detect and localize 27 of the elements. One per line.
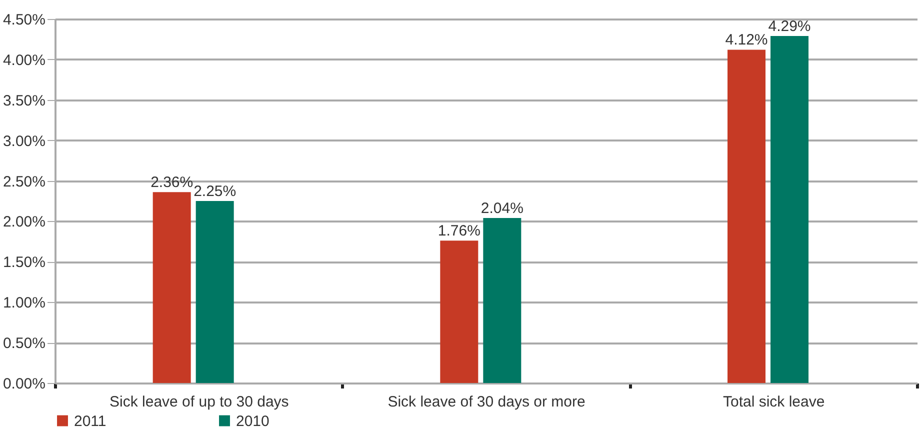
bar xyxy=(440,240,478,383)
data-label: 1.76% xyxy=(438,222,480,240)
x-tick-label: Total sick leave xyxy=(722,394,825,410)
y-tick-label: 3.00% xyxy=(2,132,46,150)
y-tick-label: 4.00% xyxy=(2,52,46,69)
y-tick-label: 2.00% xyxy=(2,214,46,231)
y-tick-label: 3.50% xyxy=(2,92,46,110)
data-label: 4.29% xyxy=(768,18,811,35)
bar xyxy=(483,218,522,383)
y-tick-label: 0.00% xyxy=(2,376,46,392)
data-label: 2.04% xyxy=(480,200,524,217)
legend-label: 2010 xyxy=(236,412,270,430)
legend-label: 2011 xyxy=(74,412,106,430)
x-tick-label: Sick leave of up to 30 days xyxy=(110,394,289,410)
bar xyxy=(152,192,191,383)
bar xyxy=(728,50,766,383)
x-tick-label: Sick leave of 30 days or more xyxy=(388,394,586,410)
bar xyxy=(770,36,808,383)
y-tick-label: 1.50% xyxy=(2,254,46,272)
bar xyxy=(196,201,234,383)
y-tick-label: 2.50% xyxy=(2,173,46,190)
data-label: 2.36% xyxy=(150,174,194,192)
data-label: 2.25% xyxy=(194,183,236,200)
y-tick-label: 0.50% xyxy=(2,335,46,352)
data-label: 4.12% xyxy=(725,32,768,49)
y-tick-label: 4.50% xyxy=(2,12,46,28)
y-tick-label: 1.00% xyxy=(2,294,46,312)
